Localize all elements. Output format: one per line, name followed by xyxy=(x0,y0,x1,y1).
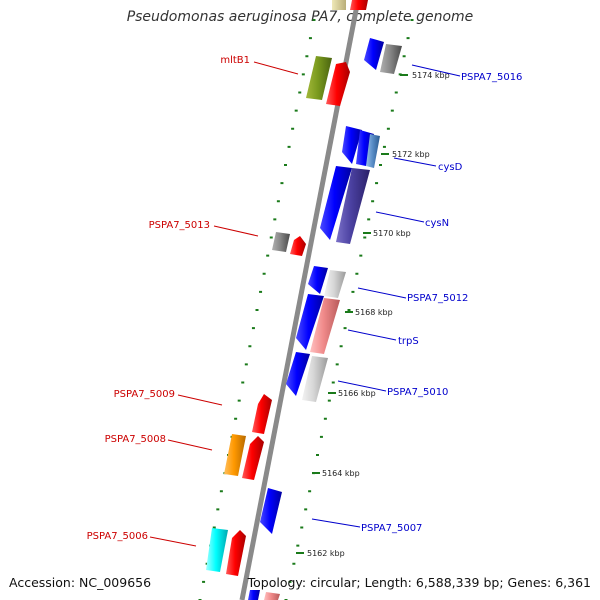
gene-PSPA7_5012[interactable] xyxy=(308,266,346,298)
kbp-labels: 5174 kbp 5172 kbp 5170 kbp 5168 kbp 5166… xyxy=(307,71,450,558)
gene-PSPA7_5013[interactable] xyxy=(272,232,306,256)
gene-top-partial xyxy=(332,0,368,10)
label-PSPA7_5013: PSPA7_5013 xyxy=(149,220,210,231)
scale-major-ticks xyxy=(296,74,408,554)
gene-PSPA7_5006[interactable] xyxy=(206,528,246,576)
accession-text: Accession: NC_009656 xyxy=(9,575,152,590)
label-PSPA7_5012: PSPA7_5012 xyxy=(407,293,468,304)
label-cysD: cysD xyxy=(438,162,463,173)
label-PSPA7_5008: PSPA7_5008 xyxy=(105,434,166,445)
gene-PSPA7_5008[interactable] xyxy=(224,434,264,480)
label-PSPA7_5009: PSPA7_5009 xyxy=(114,389,175,400)
kbp-label-5174: 5174 kbp xyxy=(412,71,450,80)
kbp-label-5172: 5172 kbp xyxy=(392,150,430,159)
kbp-label-5164: 5164 kbp xyxy=(322,469,360,478)
gene-trpS[interactable] xyxy=(296,294,340,354)
gene-cysD[interactable] xyxy=(342,126,380,168)
label-PSPA7_5007: PSPA7_5007 xyxy=(361,523,422,534)
gene-PSPA7_5016[interactable] xyxy=(364,38,402,74)
gene-mltB1[interactable] xyxy=(306,56,350,106)
label-PSPA7_5006: PSPA7_5006 xyxy=(87,531,148,542)
label-trpS: trpS xyxy=(398,336,419,347)
gene-cysN[interactable] xyxy=(320,166,370,244)
gene-PSPA7_5009[interactable] xyxy=(252,394,272,434)
gene-PSPA7_5010[interactable] xyxy=(286,352,328,402)
label-PSPA7_5010: PSPA7_5010 xyxy=(387,387,448,398)
gene-bottom-partial xyxy=(248,590,280,600)
label-cysN: cysN xyxy=(425,218,449,229)
kbp-label-5162: 5162 kbp xyxy=(307,549,345,558)
gene-PSPA7_5007[interactable] xyxy=(260,488,282,534)
map-title: Pseudomonas aeruginosa PA7, complete gen… xyxy=(126,9,474,25)
label-PSPA7_5016: PSPA7_5016 xyxy=(461,72,522,83)
scale-ticks-outer xyxy=(198,19,316,600)
leader-lines xyxy=(149,61,461,547)
gene-labels: mltB1 PSPA7_5016 cysD cysN PSPA7_5013 PS… xyxy=(87,55,523,542)
label-mltB1: mltB1 xyxy=(220,55,250,66)
kbp-label-5168: 5168 kbp xyxy=(355,308,393,317)
kbp-label-5170: 5170 kbp xyxy=(373,229,411,238)
kbp-label-5166: 5166 kbp xyxy=(338,389,376,398)
topology-text: Topology: circular; Length: 6,588,339 bp… xyxy=(247,575,591,590)
